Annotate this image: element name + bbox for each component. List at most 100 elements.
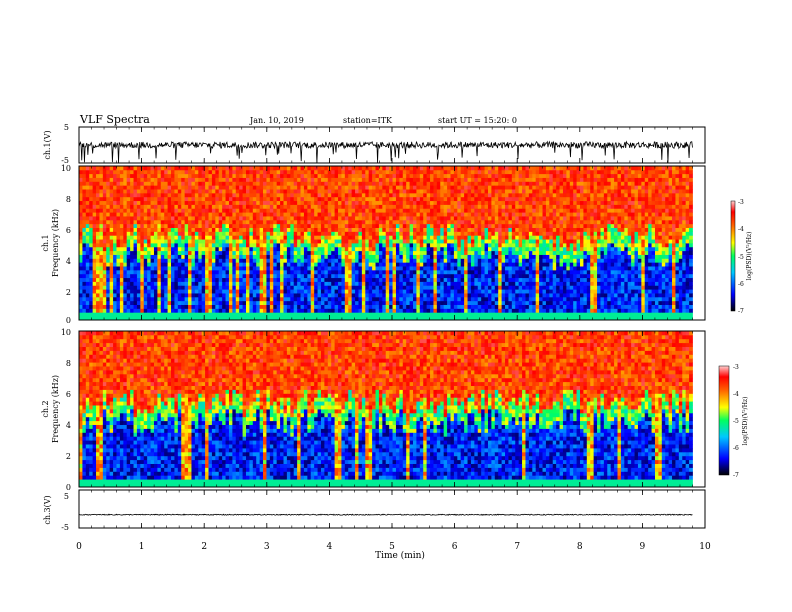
ch1-spectrogram-cell bbox=[290, 208, 295, 213]
ch1-spectrogram-cell bbox=[290, 304, 295, 309]
ch1-spectrogram-cell bbox=[460, 204, 465, 209]
ch1-spectrogram-cell bbox=[484, 208, 489, 213]
ch1-spectrogram-cell bbox=[79, 273, 83, 279]
ch1-spectrogram-cell bbox=[290, 281, 295, 286]
ch1-spectrogram-cell bbox=[375, 204, 380, 209]
ch1-spectrogram-cell bbox=[174, 273, 179, 279]
ch1-spectrogram-cell bbox=[286, 231, 291, 236]
ch1-spectrogram-cell bbox=[126, 269, 131, 275]
ch1-spectrogram-cell bbox=[194, 235, 199, 240]
ch1-spectrogram-cell bbox=[344, 308, 349, 313]
ch1-spectrogram-cell bbox=[113, 189, 117, 194]
ch1-spectrogram-cell bbox=[109, 266, 114, 271]
ch1-spectrogram-cell bbox=[252, 200, 257, 205]
ch1-spectrogram-cell bbox=[324, 277, 329, 282]
ch1-spectrogram-cell bbox=[416, 177, 421, 182]
ch1-spectrogram-cell bbox=[177, 208, 182, 213]
ch1-spectrogram-cell bbox=[450, 246, 455, 252]
ch1-spectrogram-cell bbox=[174, 185, 179, 190]
ch1-spectrogram-cell bbox=[481, 277, 485, 282]
ch1-spectrogram-cell bbox=[464, 250, 468, 255]
ch1-spectrogram-cell bbox=[218, 316, 223, 321]
ch1-spectrogram-cell bbox=[409, 189, 414, 194]
ch1-spectrogram-cell bbox=[331, 281, 336, 286]
ch1-spectrogram-cell bbox=[177, 258, 182, 263]
ch1-spectrogram-cell bbox=[133, 289, 138, 294]
ch1-spectrogram-cell bbox=[498, 277, 503, 282]
ch1-spectrogram-cell bbox=[494, 316, 499, 321]
ch1-spectrogram-cell bbox=[211, 166, 216, 171]
ch1-spectrogram-cell bbox=[501, 304, 506, 309]
ch1-spectrogram-cell bbox=[307, 250, 312, 255]
ch1-spectrogram-cell bbox=[355, 216, 359, 221]
ch1-spectrogram-cell bbox=[368, 269, 373, 275]
ch1-spectrogram-cell bbox=[194, 289, 199, 294]
ch1-spectrogram-cell bbox=[205, 185, 209, 190]
ch1-spectrogram-cell bbox=[368, 254, 373, 259]
ch1-spectrogram-cell bbox=[303, 312, 308, 317]
ch1-spectrogram-cell bbox=[334, 312, 339, 317]
ch1-spectrogram-cell bbox=[361, 235, 366, 240]
ch1-spectrogram-cell bbox=[150, 316, 155, 321]
ch1-spectrogram-cell bbox=[113, 219, 117, 225]
ch1-spectrogram-cell bbox=[119, 243, 124, 248]
ch1-spectrogram-cell bbox=[116, 312, 121, 317]
ch1-spectrogram-cell bbox=[194, 285, 199, 290]
ch1-spectrogram-cell bbox=[194, 254, 199, 259]
ch1-spectrogram-cell bbox=[310, 316, 315, 321]
ch1-spectrogram-cell bbox=[317, 208, 322, 213]
ch1-spectrogram-cell bbox=[126, 250, 131, 255]
ch1-spectrogram-cell bbox=[266, 231, 271, 236]
ch1-spectrogram-cell bbox=[96, 235, 100, 240]
ch1-spectrogram-cell bbox=[467, 200, 472, 205]
ch1-spectrogram-cell bbox=[498, 273, 503, 279]
ch1-spectrogram-cell bbox=[276, 200, 281, 205]
ch1-spectrogram-cell bbox=[99, 212, 104, 217]
ch1-spectrogram-cell bbox=[188, 312, 192, 317]
ch1-spectrogram-cell bbox=[416, 239, 421, 244]
ch1-spectrogram-cell bbox=[297, 246, 301, 252]
ch1-spectrogram-cell bbox=[160, 273, 165, 279]
ch1-spectrogram-cell bbox=[498, 192, 503, 198]
ch1-spectrogram-cell bbox=[481, 246, 485, 252]
ch1-spectrogram-cell bbox=[92, 196, 97, 202]
ch1-spectrogram-cell bbox=[96, 293, 100, 298]
ch1-spectrogram-cell bbox=[140, 185, 145, 190]
ch1-spectrogram-cell bbox=[123, 281, 128, 286]
ch1-spectrogram-cell bbox=[300, 308, 305, 313]
ch1-spectrogram-cell bbox=[157, 312, 162, 317]
ch1-spectrogram-cell bbox=[443, 266, 448, 271]
ch1-spectrogram-cell bbox=[235, 204, 240, 209]
ch1-spectrogram-cell bbox=[119, 296, 124, 302]
ch1-spectrogram-cell bbox=[402, 308, 407, 313]
ch1-spectrogram-cell bbox=[273, 219, 278, 225]
ch1-spectrogram-cell bbox=[331, 246, 336, 252]
ch1-spectrogram-cell bbox=[188, 177, 192, 182]
ch1-spectrogram-cell bbox=[283, 223, 288, 228]
ch1-spectrogram-cell bbox=[269, 277, 274, 282]
ch1-spectrogram-cell bbox=[208, 273, 213, 279]
ch1-spectrogram-cell bbox=[130, 208, 134, 213]
ch1-spectrogram-cell bbox=[395, 200, 400, 205]
ch1-spectrogram-cell bbox=[450, 204, 455, 209]
ch1-spectrogram-cell bbox=[171, 231, 175, 236]
ch1-spectrogram-cell bbox=[372, 208, 376, 213]
ch1-spectrogram-cell bbox=[167, 177, 172, 182]
ch1-spectrogram-cell bbox=[89, 262, 94, 267]
ch1-spectrogram-cell bbox=[147, 177, 151, 182]
ch1-spectrogram-cell bbox=[460, 231, 465, 236]
ch1-spectrogram-cell bbox=[143, 216, 148, 221]
ch1-spectrogram-cell bbox=[338, 212, 342, 217]
ch1-spectrogram-cell bbox=[331, 262, 336, 267]
ch1-spectrogram-cell bbox=[126, 173, 131, 178]
ch1-spectrogram-cell bbox=[440, 235, 445, 240]
ch1-spectrogram-cell bbox=[225, 223, 230, 228]
ch1-spectrogram-cell bbox=[140, 281, 145, 286]
ch1-spectrogram-cell bbox=[208, 223, 213, 228]
ch1-spectrogram-cell bbox=[140, 250, 145, 255]
ch1-spectrogram-cell bbox=[119, 266, 124, 271]
ch1-spectrogram-cell bbox=[218, 208, 223, 213]
ch1-spectrogram-cell bbox=[201, 277, 206, 282]
ch1-spectrogram-cell bbox=[334, 269, 339, 275]
ch1-spectrogram-cell bbox=[102, 300, 107, 305]
